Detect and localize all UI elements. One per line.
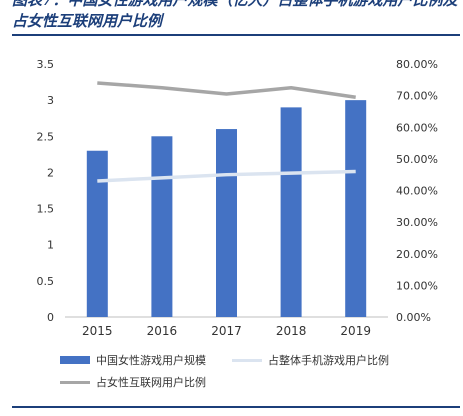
right-axis-tick-label: 60.00%	[396, 121, 438, 134]
right-axis-tick-label: 50.00%	[396, 153, 438, 166]
legend-swatch-bar	[60, 356, 90, 364]
x-axis-tick-label: 2018	[276, 324, 307, 338]
legend-label-internet-ratio: 占女性互联网用户比例	[96, 376, 206, 389]
chart-title: 图表7：中国女性游戏用户规模（亿人）占整体手机游戏用户比例及占女性互联网用户比例	[12, 0, 458, 30]
right-axis-tick-label: 0.00%	[396, 311, 431, 324]
legend-item-mobile-ratio: 占整体手机游戏用户比例	[232, 352, 389, 368]
x-axis-tick-label: 2015	[82, 324, 113, 338]
x-axis-tick-label: 2019	[340, 324, 371, 338]
right-axis-tick-label: 80.00%	[396, 58, 438, 71]
legend-label-bar: 中国女性游戏用户规模	[96, 354, 206, 367]
line-mobile-ratio	[97, 169, 356, 183]
left-axis-tick-label: 3	[47, 94, 54, 107]
legend-swatch-mobile-ratio	[232, 358, 262, 362]
x-axis-tick-label: 2017	[211, 324, 242, 338]
title-underline	[12, 34, 460, 36]
bar	[151, 136, 173, 317]
bar	[86, 150, 108, 317]
left-axis-tick-label: 1.5	[37, 203, 55, 216]
left-axis-tick-label: 3.5	[37, 58, 55, 71]
left-axis-tick-label: 2.5	[37, 130, 55, 143]
bar	[345, 100, 367, 318]
line-internet-ratio	[97, 81, 356, 99]
right-axis-tick-label: 20.00%	[396, 248, 438, 261]
x-axis-tick-label: 2016	[147, 324, 178, 338]
left-axis-tick-label: 0.5	[37, 275, 55, 288]
right-axis-tick-label: 40.00%	[396, 185, 438, 198]
left-axis-tick-label: 1	[47, 239, 54, 252]
left-axis-tick-label: 0	[47, 311, 54, 324]
bottom-rule	[12, 406, 460, 408]
right-axis-tick-label: 10.00%	[396, 279, 438, 292]
right-axis-tick-label: 70.00%	[396, 90, 438, 103]
legend-swatch-internet-ratio	[60, 380, 90, 384]
bar	[280, 107, 302, 317]
legend-item-internet-ratio: 占女性互联网用户比例	[60, 374, 206, 390]
bar	[216, 129, 237, 317]
right-axis-tick-label: 30.00%	[396, 216, 438, 229]
legend-label-mobile-ratio: 占整体手机游戏用户比例	[268, 354, 389, 367]
left-axis-tick-label: 2	[47, 166, 54, 179]
legend-item-bar: 中国女性游戏用户规模	[60, 352, 206, 368]
